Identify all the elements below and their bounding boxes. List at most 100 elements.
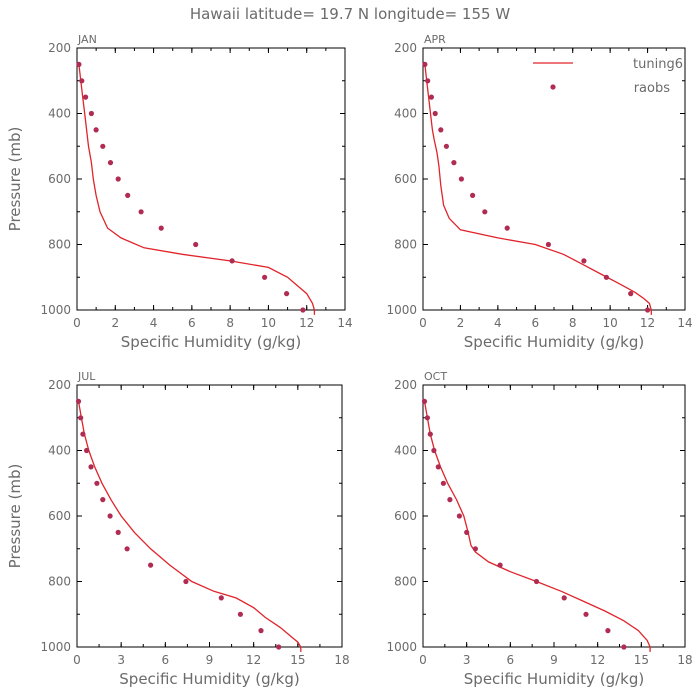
data-point-raobs — [645, 307, 651, 313]
data-point-raobs — [440, 480, 446, 486]
y-tick-label: 600 — [394, 172, 417, 186]
x-tick-label: 18 — [334, 653, 349, 667]
data-point-raobs — [424, 415, 430, 421]
data-point-raobs — [78, 415, 84, 421]
x-axis-label: Specific Humidity (g/kg) — [121, 333, 301, 351]
data-point-raobs — [425, 78, 431, 84]
data-point-raobs — [421, 398, 428, 404]
data-point-raobs — [229, 258, 235, 264]
y-tick-label: 1000 — [386, 640, 417, 654]
x-tick-label: 12 — [299, 316, 314, 330]
data-point-raobs — [115, 176, 121, 182]
y-tick-label: 1000 — [386, 303, 417, 317]
x-tick-label: 4 — [150, 316, 158, 330]
data-point-raobs — [80, 431, 86, 437]
y-tick-label: 400 — [48, 444, 71, 458]
x-tick-label: 10 — [603, 316, 618, 330]
data-point-raobs — [422, 61, 428, 67]
data-point-raobs — [497, 562, 503, 568]
legend-point-swatch — [550, 84, 556, 90]
data-point-raobs — [470, 192, 476, 198]
y-tick-label: 600 — [394, 509, 417, 523]
data-point-raobs — [300, 307, 306, 313]
x-tick-label: 2 — [457, 316, 465, 330]
legend-label-obs: raobs — [634, 81, 671, 96]
data-point-raobs — [456, 513, 462, 519]
panel-label: JAN — [77, 33, 97, 46]
y-axis-label: Pressure (mb) — [6, 464, 24, 569]
y-tick-label: 1000 — [40, 303, 71, 317]
x-tick-label: 0 — [73, 653, 81, 667]
x-tick-label: 6 — [188, 316, 196, 330]
series-line-tuning6 — [423, 401, 651, 652]
data-point-raobs — [84, 447, 90, 454]
data-point-raobs — [75, 398, 82, 404]
data-point-raobs — [482, 209, 488, 215]
x-axis-label: Specific Humidity (g/kg) — [464, 333, 644, 351]
data-point-raobs — [428, 94, 434, 100]
x-tick-label: 3 — [117, 653, 125, 667]
x-tick-label: 15 — [290, 653, 305, 667]
data-point-raobs — [504, 225, 510, 231]
x-tick-label: 0 — [419, 316, 427, 330]
legend-label-model: tuning6 — [633, 57, 683, 72]
data-point-raobs — [533, 578, 540, 585]
x-tick-label: 3 — [463, 653, 471, 667]
y-tick-label: 800 — [48, 575, 71, 589]
data-point-raobs — [603, 274, 610, 280]
y-tick-label: 200 — [48, 41, 71, 55]
data-point-raobs — [621, 644, 627, 650]
figure-title: Hawaii latitude= 19.7 N longitude= 155 W — [190, 5, 510, 23]
x-tick-label: 6 — [507, 653, 515, 667]
panel-jul: JUL 0 3 6 9 12 15 18 200 400 600 800 1000 Specific Hu… — [6, 370, 350, 688]
y-tick-label: 400 — [48, 107, 71, 121]
data-point-raobs — [76, 61, 82, 67]
data-point-raobs — [545, 241, 552, 248]
data-point-raobs — [458, 176, 464, 182]
x-tick-label: 14 — [337, 316, 352, 330]
data-point-raobs — [218, 595, 224, 601]
x-tick-label: 0 — [73, 316, 81, 330]
data-point-raobs — [276, 644, 282, 650]
y-axis-label: Pressure (mb) — [6, 127, 24, 232]
data-point-raobs — [628, 291, 634, 297]
plot-frame — [422, 384, 686, 648]
data-point-raobs — [83, 94, 89, 100]
y-tick-label: 800 — [48, 238, 71, 252]
data-point-raobs — [107, 513, 113, 519]
data-point-raobs — [100, 497, 106, 503]
series-line-tuning6 — [424, 64, 652, 315]
x-tick-label: 15 — [634, 653, 649, 667]
data-point-raobs — [427, 431, 433, 437]
data-point-raobs — [581, 258, 587, 264]
panel-jan: JAN 0 2 4 6 8 10 12 14 200 400 600 800 1000 Specific H… — [6, 33, 353, 351]
y-tick-label: 1000 — [40, 640, 71, 654]
y-tick-label: 200 — [48, 378, 71, 392]
data-point-raobs — [262, 274, 268, 280]
x-tick-label: 9 — [550, 653, 558, 667]
data-point-raobs — [284, 291, 290, 297]
data-point-raobs — [451, 160, 457, 166]
series-line-tuning6 — [78, 64, 316, 315]
x-tick-label: 10 — [261, 316, 276, 330]
data-point-raobs — [124, 546, 130, 552]
data-point-raobs — [94, 480, 100, 486]
x-tick-label: 12 — [640, 316, 655, 330]
y-tick-label: 400 — [394, 444, 417, 458]
data-point-raobs — [435, 464, 441, 470]
data-point-raobs — [193, 241, 199, 248]
data-point-raobs — [432, 110, 438, 117]
data-point-raobs — [183, 578, 189, 585]
data-point-raobs — [583, 611, 589, 617]
data-point-raobs — [464, 529, 470, 536]
x-tick-label: 8 — [569, 316, 577, 330]
y-tick-label: 200 — [394, 378, 417, 392]
panel-label: OCT — [424, 370, 447, 383]
data-point-raobs — [88, 464, 94, 470]
x-tick-label: 0 — [419, 653, 427, 667]
x-tick-label: 8 — [226, 316, 234, 330]
x-axis-label: Specific Humidity (g/kg) — [119, 670, 299, 688]
x-tick-label: 6 — [162, 653, 170, 667]
